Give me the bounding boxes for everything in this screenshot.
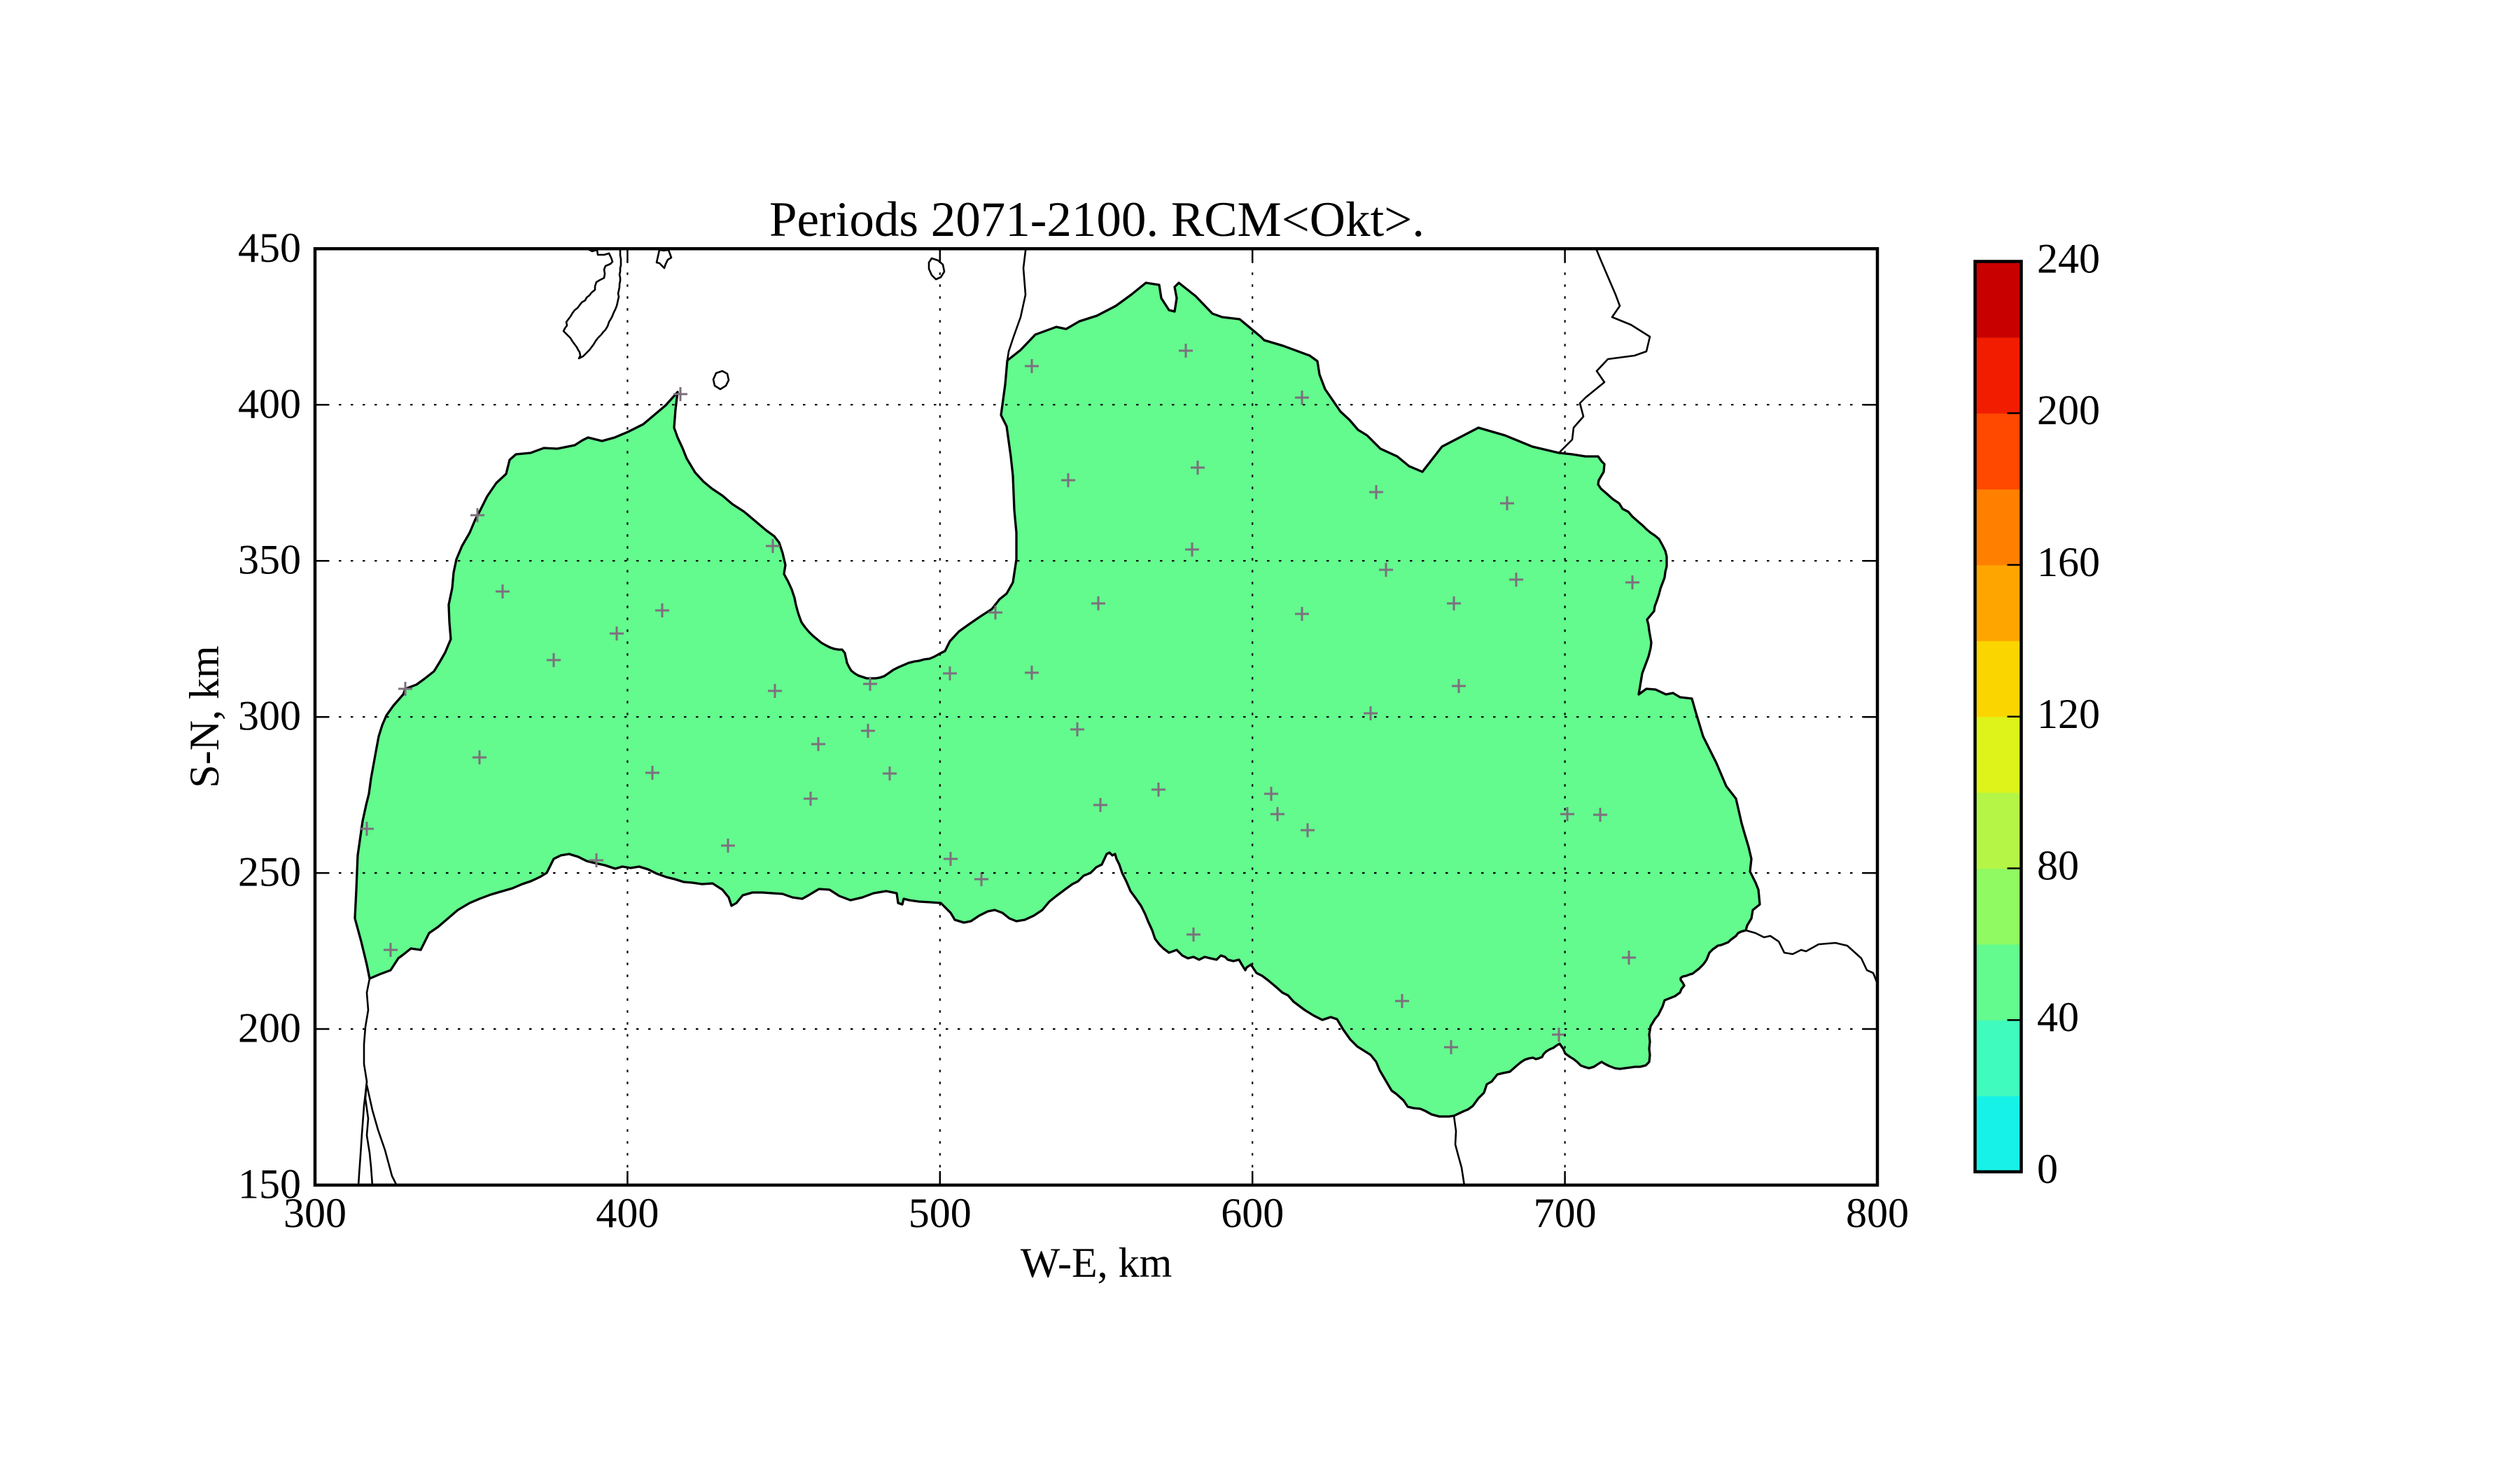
svg-text:240: 240 [2037, 236, 2100, 282]
svg-text:500: 500 [909, 1190, 972, 1236]
svg-text:S-N, km: S-N, km [181, 645, 227, 788]
svg-text:400: 400 [238, 381, 301, 427]
svg-text:700: 700 [1534, 1190, 1597, 1236]
svg-text:W-E, km: W-E, km [1021, 1240, 1172, 1286]
svg-text:200: 200 [2037, 387, 2100, 433]
svg-text:160: 160 [2037, 539, 2100, 585]
svg-text:120: 120 [2037, 691, 2100, 737]
svg-text:450: 450 [238, 225, 301, 271]
svg-text:40: 40 [2037, 994, 2079, 1040]
svg-text:300: 300 [284, 1190, 346, 1236]
svg-text:200: 200 [238, 1005, 301, 1051]
svg-text:800: 800 [1846, 1190, 1909, 1236]
svg-text:80: 80 [2037, 843, 2079, 889]
svg-text:350: 350 [238, 537, 301, 583]
svg-text:Periods 2071-2100. RCM<Okt>.: Periods 2071-2100. RCM<Okt>. [769, 192, 1424, 247]
svg-text:300: 300 [238, 693, 301, 739]
svg-text:600: 600 [1221, 1190, 1284, 1236]
svg-text:250: 250 [238, 849, 301, 895]
svg-text:400: 400 [596, 1190, 659, 1236]
svg-text:150: 150 [238, 1161, 301, 1208]
svg-text:0: 0 [2037, 1146, 2058, 1192]
